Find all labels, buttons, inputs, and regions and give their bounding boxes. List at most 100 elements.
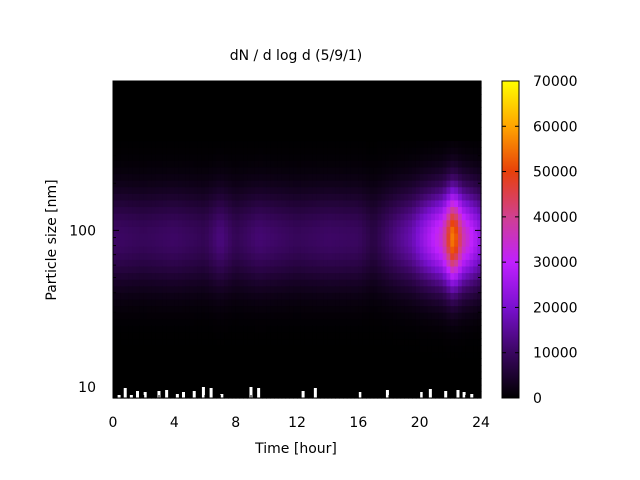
heatmap-cell bbox=[289, 305, 294, 313]
heatmap-cell bbox=[251, 186, 256, 194]
heatmap-cell bbox=[477, 173, 482, 181]
heatmap-cell bbox=[377, 213, 382, 221]
heatmap-cell bbox=[235, 252, 241, 260]
heatmap-cell bbox=[335, 285, 340, 293]
heatmap-cell bbox=[228, 384, 233, 392]
heatmap-cell bbox=[458, 331, 463, 340]
heatmap-cell bbox=[228, 232, 233, 241]
heatmap-cell bbox=[320, 81, 325, 89]
heatmap-cell bbox=[427, 100, 432, 109]
heatmap-cell bbox=[212, 232, 218, 241]
heatmap-cell bbox=[461, 94, 467, 102]
heatmap-cell bbox=[454, 199, 459, 208]
heatmap-cell bbox=[166, 206, 172, 214]
heatmap-cell bbox=[220, 193, 225, 201]
heatmap-cell bbox=[124, 232, 129, 241]
heatmap-cell bbox=[231, 219, 237, 227]
heatmap-cell bbox=[385, 186, 390, 194]
heatmap-cell bbox=[408, 199, 413, 208]
heatmap-cell bbox=[431, 331, 436, 340]
heatmap-cell bbox=[323, 186, 329, 194]
heatmap-cell bbox=[270, 193, 275, 201]
heatmap-cell bbox=[350, 107, 356, 115]
heatmap-cell bbox=[254, 345, 260, 353]
heatmap-cell bbox=[477, 193, 482, 201]
heatmap-cell bbox=[381, 279, 386, 287]
heatmap-cell bbox=[239, 160, 244, 168]
heatmap-cell bbox=[239, 358, 244, 366]
heatmap-cell bbox=[189, 206, 195, 214]
heatmap-cell bbox=[385, 193, 390, 201]
heatmap-cell bbox=[366, 140, 371, 148]
heatmap-cell bbox=[354, 318, 359, 326]
heatmap-cell bbox=[266, 384, 271, 392]
heatmap-cell bbox=[312, 100, 317, 109]
heatmap-cell bbox=[243, 351, 248, 359]
heatmap-cell bbox=[201, 252, 206, 260]
heatmap-cell bbox=[113, 252, 118, 260]
heatmap-cell bbox=[389, 378, 394, 386]
heatmap-cell bbox=[358, 87, 363, 95]
heatmap-cell bbox=[404, 338, 409, 346]
heatmap-cell bbox=[323, 351, 329, 359]
heatmap-cell bbox=[212, 114, 218, 122]
heatmap-cell bbox=[185, 107, 191, 115]
heatmap-cell bbox=[277, 338, 283, 346]
heatmap-cell bbox=[350, 206, 356, 214]
heatmap-cell bbox=[258, 226, 264, 234]
heatmap-cell bbox=[216, 81, 221, 89]
heatmap-cell bbox=[354, 325, 359, 333]
heatmap-cell bbox=[320, 120, 325, 128]
heatmap-cell bbox=[381, 358, 386, 366]
heatmap-cell bbox=[419, 193, 425, 201]
heatmap-cell bbox=[220, 107, 225, 115]
heatmap-cell bbox=[339, 120, 344, 128]
heatmap-cell bbox=[212, 219, 218, 227]
heatmap-cell bbox=[113, 232, 118, 241]
heatmap-cell bbox=[400, 292, 405, 300]
colorbar-tick-label: 40000 bbox=[533, 210, 578, 226]
heatmap-cell bbox=[304, 272, 310, 280]
heatmap-cell bbox=[128, 226, 133, 234]
heatmap-cell bbox=[469, 279, 474, 287]
heatmap-cell bbox=[335, 206, 340, 214]
heatmap-cell bbox=[254, 120, 260, 128]
heatmap-cell bbox=[116, 120, 122, 128]
heatmap-cell bbox=[201, 120, 206, 128]
heatmap-cell bbox=[446, 226, 451, 234]
heatmap-cell bbox=[381, 325, 386, 333]
heatmap-cell bbox=[339, 213, 344, 221]
heatmap-cell bbox=[450, 384, 455, 392]
heatmap-cell bbox=[239, 371, 244, 379]
heatmap-cell bbox=[454, 100, 459, 109]
heatmap-cell bbox=[197, 173, 202, 181]
heatmap-cell bbox=[185, 213, 191, 221]
heatmap-cell bbox=[247, 206, 252, 214]
heatmap-cell bbox=[419, 127, 425, 135]
heatmap-cell bbox=[116, 272, 122, 280]
heatmap-cell bbox=[132, 285, 137, 293]
heatmap-cell bbox=[139, 199, 145, 208]
heatmap-cell bbox=[289, 81, 294, 89]
heatmap-cell bbox=[258, 160, 264, 168]
heatmap-cell bbox=[350, 193, 356, 201]
heatmap-cell bbox=[128, 87, 133, 95]
heatmap-cell bbox=[454, 206, 459, 214]
heatmap-cell bbox=[178, 285, 183, 293]
heatmap-cell bbox=[392, 246, 398, 254]
heatmap-cell bbox=[193, 120, 198, 128]
heatmap-cell bbox=[297, 351, 302, 359]
heatmap-cell bbox=[454, 292, 459, 300]
heatmap-cell bbox=[392, 318, 398, 326]
heatmap-cell bbox=[128, 160, 133, 168]
heatmap-cell bbox=[389, 219, 394, 227]
heatmap-cell bbox=[465, 246, 471, 254]
heatmap-cell bbox=[270, 107, 275, 115]
heatmap-cell bbox=[392, 358, 398, 366]
heatmap-cell bbox=[228, 120, 233, 128]
heatmap-cell bbox=[262, 325, 267, 333]
heatmap-cell bbox=[174, 186, 179, 194]
heatmap-cell bbox=[258, 292, 264, 300]
heatmap-cell bbox=[277, 384, 283, 392]
heatmap-cell bbox=[258, 345, 264, 353]
